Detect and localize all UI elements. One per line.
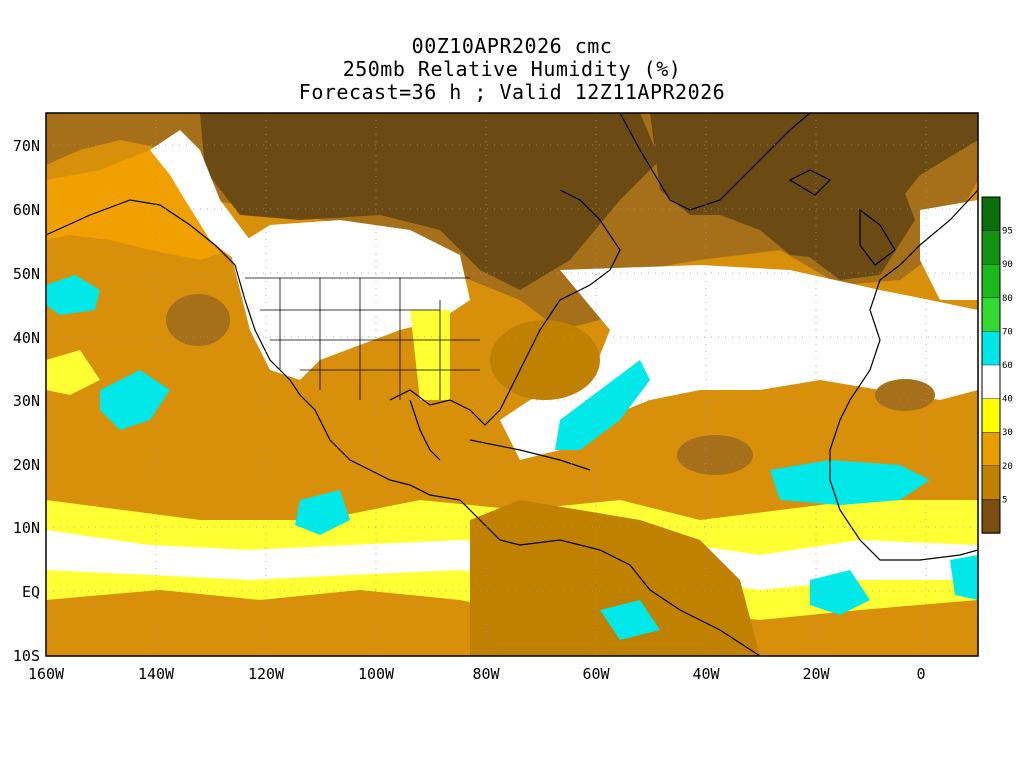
- region-pacific-low: [166, 294, 230, 346]
- region-south-america-dry: [470, 500, 760, 656]
- colorbar-swatch: [981, 331, 1001, 366]
- lat-label: 10N: [13, 519, 40, 537]
- lat-label: 50N: [13, 265, 40, 283]
- map-frame: [45, 112, 979, 657]
- region-europe-moist: [920, 200, 978, 300]
- title-line-2: 250mb Relative Humidity (%): [342, 57, 682, 81]
- title-line-1: 00Z10APR2026 cmc: [411, 34, 613, 58]
- colorbar-tick-label: 60: [1002, 361, 1013, 371]
- colorbar-swatch: [981, 297, 1001, 333]
- coastlines: [46, 113, 978, 656]
- lon-axis: 160W 140W 120W 100W 80W 60W 40W 20W 0: [28, 665, 926, 683]
- lat-label: 30N: [13, 392, 40, 410]
- colorbar-swatch: [981, 465, 1001, 501]
- colorbar-tick-label: 20: [1002, 462, 1013, 472]
- lon-label: 40W: [692, 665, 720, 683]
- lat-label: 70N: [13, 137, 40, 155]
- region-canada-very-dry: [200, 113, 660, 290]
- region-north-atlantic-very-dry: [790, 170, 915, 280]
- cyan-patch-5: [295, 490, 350, 535]
- colorbar-tick-label: 40: [1002, 395, 1013, 405]
- colorbar-swatch: [981, 499, 1001, 534]
- region-alaska-moist: [150, 130, 250, 260]
- colorbar-tick-label: 70: [1002, 327, 1013, 337]
- lon-label: 140W: [138, 665, 175, 683]
- colorbar-swatch: [981, 398, 1001, 433]
- region-sahara-dry: [875, 379, 935, 411]
- colorbar-tick-label: 30: [1002, 428, 1013, 438]
- region-atlantic-dry-patch: [677, 435, 753, 475]
- lon-label: 80W: [472, 665, 500, 683]
- lat-label: 20N: [13, 456, 40, 474]
- cyan-patch-3: [555, 360, 650, 450]
- lon-label: 120W: [248, 665, 285, 683]
- region-atlantic-dry-west: [490, 320, 600, 400]
- cyan-patch-6: [810, 570, 870, 615]
- lon-label: 100W: [358, 665, 395, 683]
- lon-label: 20W: [802, 665, 830, 683]
- lat-label: 60N: [13, 201, 40, 219]
- cyan-patch-7: [600, 600, 660, 640]
- colorbar-swatch: [981, 230, 1001, 265]
- lon-label: 0: [916, 665, 925, 683]
- colorbar: 95 90 80 70 60 40 30 20 5: [981, 196, 1013, 534]
- lat-label: 40N: [13, 329, 40, 347]
- colorbar-swatch: [981, 264, 1001, 299]
- colorbar-tick-label: 95: [1002, 227, 1013, 237]
- cyan-patch-2: [100, 370, 170, 430]
- lon-label: 60W: [582, 665, 610, 683]
- lon-label: 160W: [28, 665, 65, 683]
- lat-label: EQ: [22, 583, 40, 601]
- colorbar-swatch: [981, 432, 1001, 467]
- cyan-patch-1: [46, 275, 100, 315]
- humidity-field: [46, 113, 978, 656]
- colorbar-tick-label: 5: [1002, 495, 1007, 505]
- cyan-patch-4: [770, 460, 930, 505]
- colorbar-tick-label: 80: [1002, 294, 1013, 304]
- lat-label: 10S: [13, 647, 40, 665]
- colorbar-tick-label: 90: [1002, 260, 1013, 270]
- colorbar-swatch: [981, 196, 1001, 232]
- lat-axis: 70N 60N 50N 40N 30N 20N 10N EQ 10S: [13, 137, 40, 665]
- colorbar-frame: [981, 196, 1001, 534]
- yellow-strip-pacific: [46, 350, 100, 395]
- colorbar-swatch: [981, 364, 1001, 400]
- title-line-3: Forecast=36 h ; Valid 12Z11APR2026: [298, 80, 726, 104]
- state-borders: [245, 277, 480, 400]
- cyan-patch-8: [950, 555, 978, 600]
